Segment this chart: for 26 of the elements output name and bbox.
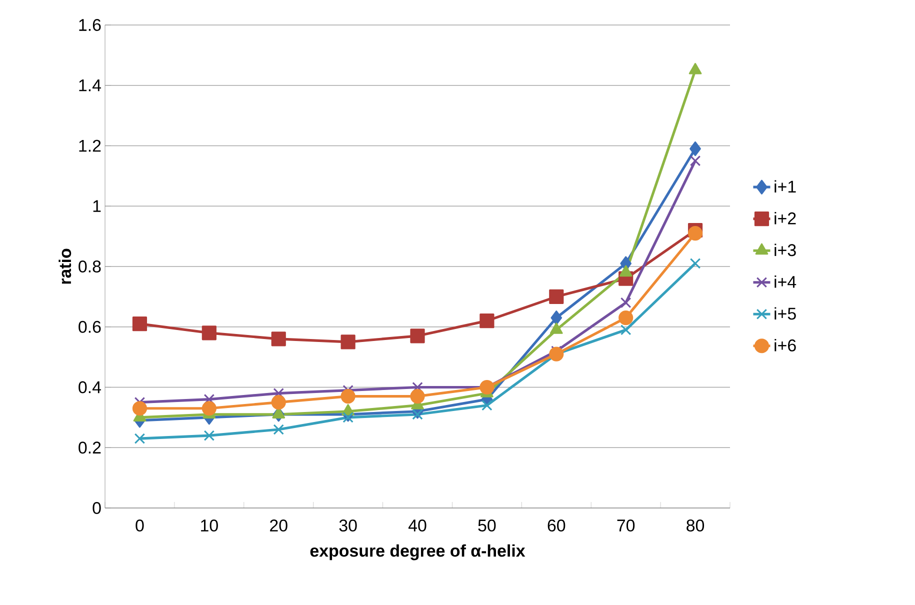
legend-label: i+3 [774,244,796,256]
x-tick-label: 60 [548,520,566,532]
legend-label: i+6 [774,338,796,352]
y-tick-label: 1.6 [79,18,101,31]
x-tick-label: 40 [408,520,426,532]
x-tick-label: 50 [478,520,496,532]
x-tick-label: 10 [201,520,218,532]
x-tick-label: 70 [617,520,635,532]
y-tick-label: 0.4 [78,381,101,394]
legend-label: i+2 [774,212,796,224]
x-tick-label: 20 [270,520,288,532]
legend-label: i+4 [774,275,796,288]
y-tick-label: 0.8 [78,260,101,272]
y-tick-label: 0 [92,502,101,514]
y-tick-label: 1.4 [79,80,101,92]
x-tick-label: 30 [339,520,357,532]
x-tick-label: 80 [686,520,704,532]
y-tick-label: 0.6 [78,320,101,333]
y-tick-label: 0.2 [78,442,101,454]
y-tick-label: 1 [93,200,101,212]
legend-label: i+5 [774,307,796,320]
y-axis-title: ratio [58,248,72,284]
x-axis-title: exposure degree of α-helix [310,544,526,560]
legend-label: i+1 [774,180,796,192]
x-tick-label: 0 [136,520,144,532]
y-tick-label: 1.2 [79,140,101,152]
